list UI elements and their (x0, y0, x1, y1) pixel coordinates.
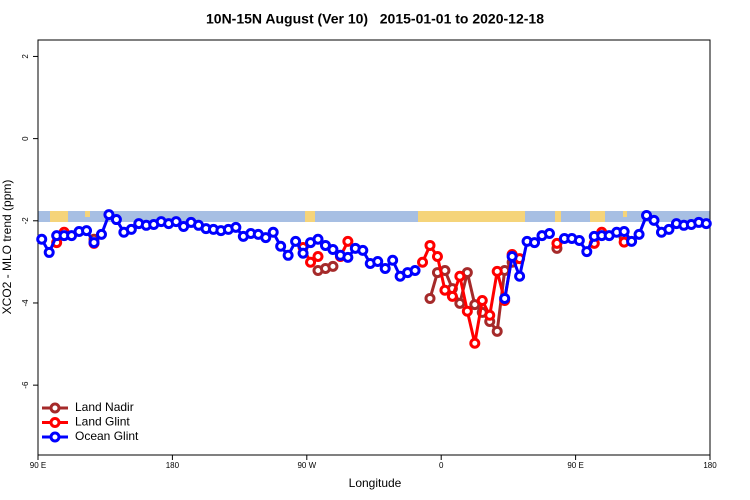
plot-frame (37, 39, 711, 456)
data-point (103, 209, 115, 221)
data-point (88, 237, 100, 249)
data-point (431, 251, 443, 263)
map-strip (38, 211, 710, 222)
data-point (626, 235, 638, 247)
land-patch (555, 211, 561, 222)
data-point (454, 297, 466, 309)
data-point (648, 214, 660, 226)
data-point (312, 233, 324, 245)
data-point (641, 209, 653, 221)
data-point (230, 221, 242, 233)
land-patch (85, 211, 90, 217)
data-point (484, 309, 496, 321)
legend-marker (49, 402, 61, 414)
data-point (514, 270, 526, 282)
data-point (491, 265, 503, 277)
y-axis-label: XCO2 - MLO trend (ppm) (0, 180, 14, 315)
data-point (282, 249, 294, 261)
data-point (379, 262, 391, 274)
x-tick-label: 90 E (567, 461, 583, 470)
legend-marker (49, 431, 61, 443)
data-point (543, 228, 555, 240)
land-patch (590, 211, 605, 222)
data-point (170, 216, 182, 228)
land-patch (50, 211, 68, 222)
data-point (491, 325, 503, 337)
land-patch (623, 211, 627, 217)
data-point (618, 225, 630, 237)
y-tick-label: -6 (21, 381, 30, 389)
data-point (581, 246, 593, 258)
legend-marker (49, 417, 61, 428)
legend-label: Land Nadir (75, 400, 134, 414)
data-point (424, 239, 436, 251)
x-tick-label: 180 (166, 461, 180, 470)
y-tick-label: -2 (21, 217, 30, 225)
data-point (700, 218, 712, 230)
legend-label: Ocean Glint (75, 429, 139, 443)
data-point (36, 233, 48, 245)
x-axis-label: Longitude (349, 476, 402, 490)
y-tick-label: -4 (21, 299, 30, 307)
data-point (551, 237, 563, 249)
x-tick-label: 90 W (297, 461, 316, 470)
legend-label: Land Glint (75, 415, 130, 429)
data-point (290, 235, 302, 247)
data-point (327, 260, 339, 272)
data-point (267, 226, 279, 238)
data-point (305, 256, 317, 268)
data-point (417, 256, 429, 268)
data-point (446, 290, 458, 302)
data-point (327, 244, 339, 256)
data-point (387, 254, 399, 266)
chart-title: 10N-15N August (Ver 10) 2015-01-01 to 20… (206, 11, 544, 27)
y-tick-label: 2 (21, 54, 30, 59)
data-point (275, 240, 287, 252)
data-point (43, 246, 55, 258)
data-point (260, 232, 272, 244)
x-tick-label: 90 E (30, 461, 46, 470)
data-point (125, 223, 137, 235)
y-tick-label: 0 (21, 136, 30, 141)
data-point (476, 295, 488, 307)
data-point (506, 251, 518, 263)
data-point (409, 265, 421, 277)
data-point (461, 305, 473, 317)
data-point (573, 235, 585, 247)
data-point (110, 214, 122, 226)
data-point (372, 255, 384, 267)
land-patch (305, 211, 315, 222)
data-point (95, 228, 107, 240)
data-point (499, 292, 511, 304)
data-point (342, 235, 354, 247)
data-point (424, 292, 436, 304)
data-point (529, 237, 541, 249)
data-point (439, 284, 451, 296)
data-point (663, 223, 675, 235)
data-point (297, 247, 309, 259)
x-tick-label: 0 (439, 461, 444, 470)
land-patch (418, 211, 525, 222)
data-point (357, 244, 369, 256)
data-point (342, 251, 354, 263)
data-point (633, 228, 645, 240)
x-tick-label: 180 (703, 461, 717, 470)
data-point (454, 270, 466, 282)
data-point (81, 225, 93, 237)
data-point (312, 251, 324, 263)
data-point (469, 337, 481, 349)
ocean-strip (38, 211, 710, 222)
